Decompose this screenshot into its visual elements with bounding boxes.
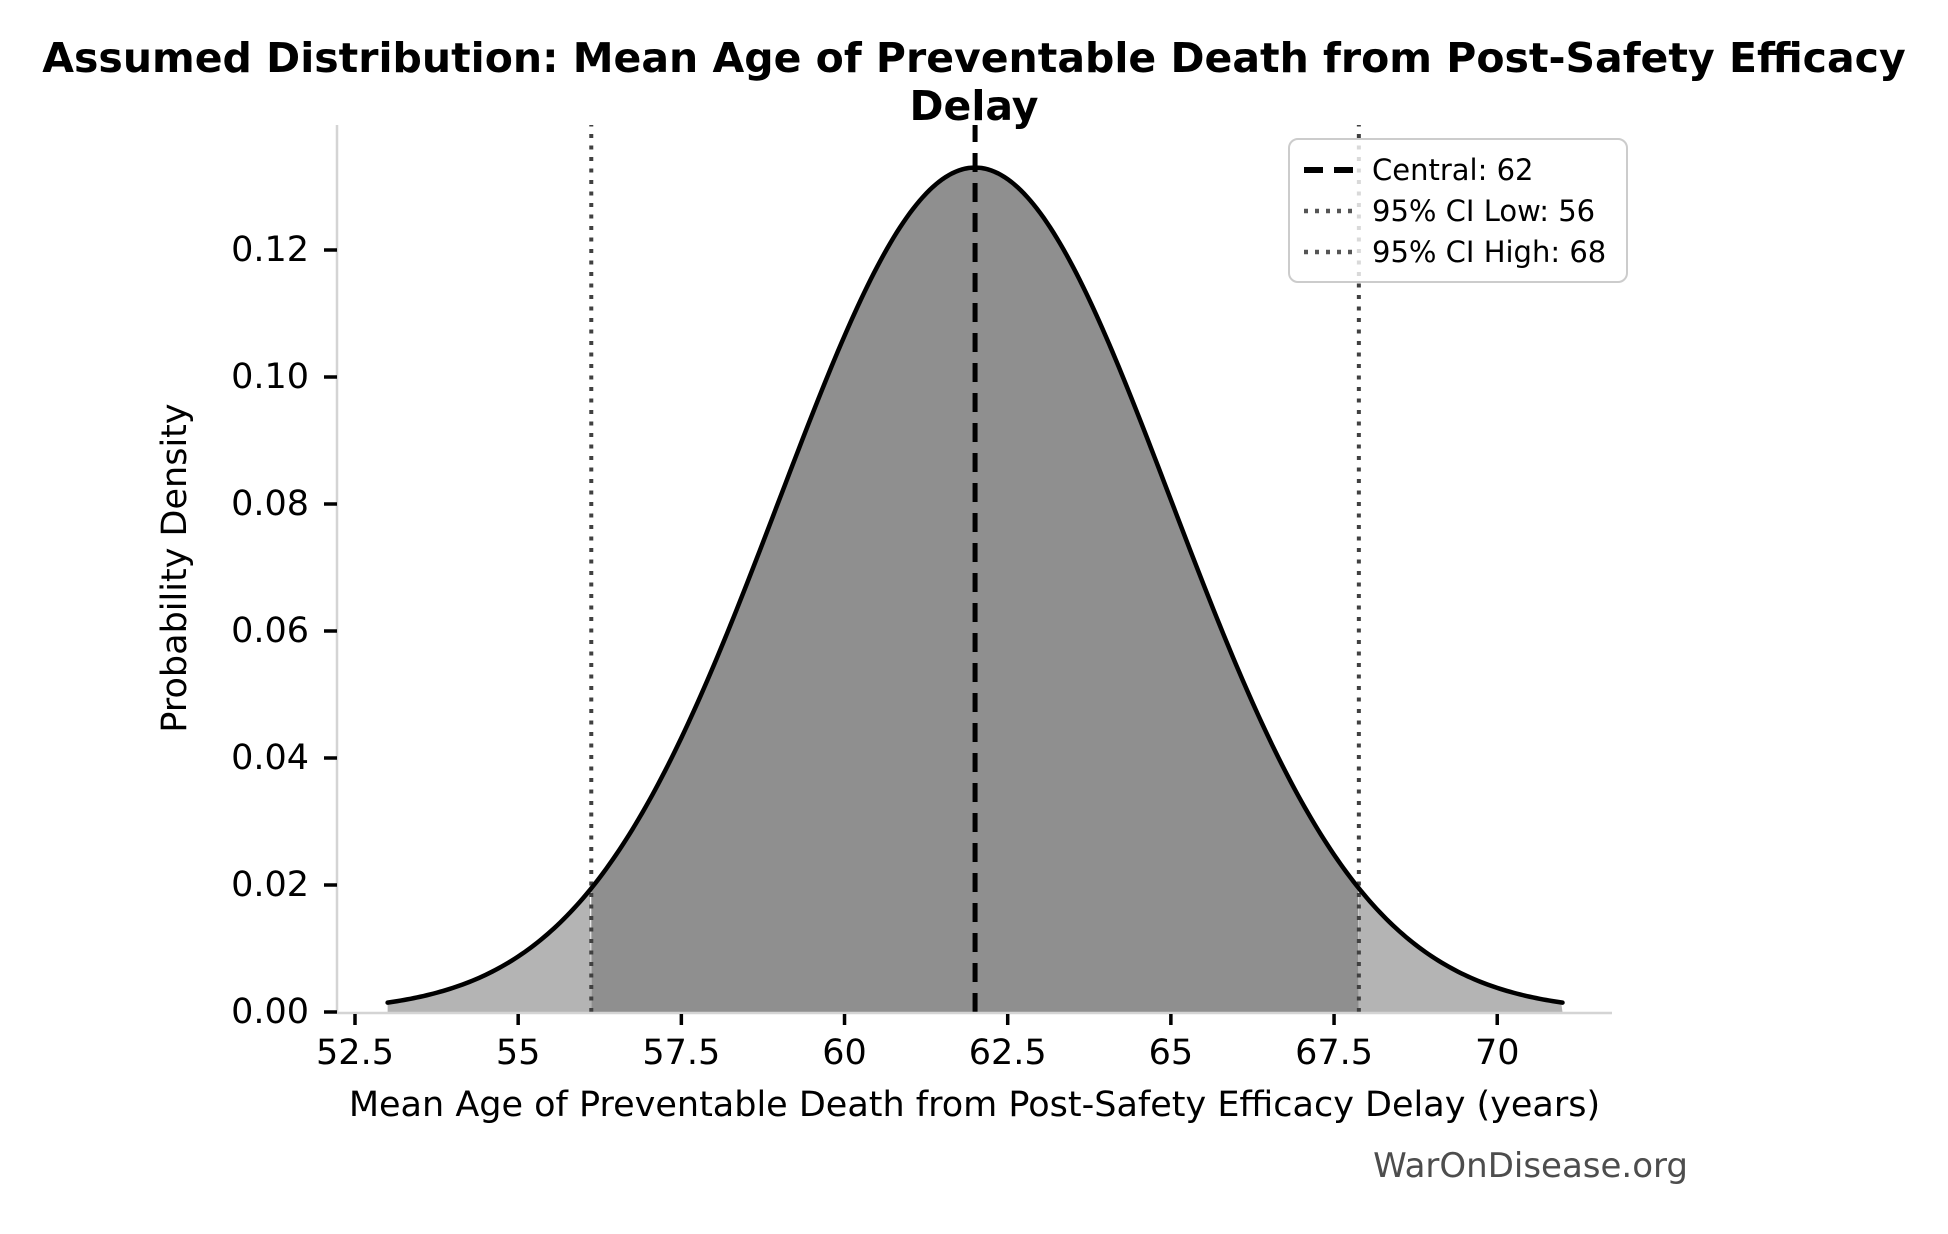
svg-text:0.08: 0.08	[231, 484, 309, 524]
svg-text:55: 55	[496, 1033, 541, 1073]
svg-text:67.5: 67.5	[1295, 1033, 1373, 1073]
dotted-line-icon	[1304, 207, 1356, 215]
svg-text:0.04: 0.04	[231, 738, 309, 778]
y-axis-label: Probability Density	[155, 403, 195, 733]
legend: Central: 62 95% CI Low: 56 95% CI High: …	[1288, 138, 1629, 283]
svg-text:70: 70	[1475, 1033, 1520, 1073]
legend-item-ci-high: 95% CI High: 68	[1304, 232, 1606, 271]
watermark: WarOnDisease.org	[1373, 1146, 1688, 1186]
svg-text:60: 60	[822, 1033, 867, 1073]
svg-text:0.06: 0.06	[231, 611, 309, 651]
svg-text:65: 65	[1149, 1033, 1194, 1073]
x-axis-label: Mean Age of Preventable Death from Post-…	[348, 1085, 1601, 1125]
legend-item-ci-low: 95% CI Low: 56	[1304, 191, 1606, 230]
legend-label-ci-high: 95% CI High: 68	[1372, 234, 1607, 269]
svg-text:0.00: 0.00	[231, 992, 309, 1032]
svg-text:0.10: 0.10	[231, 357, 309, 397]
legend-item-central: Central: 62	[1304, 150, 1606, 189]
legend-label-ci-low: 95% CI Low: 56	[1372, 193, 1596, 228]
svg-text:57.5: 57.5	[642, 1033, 720, 1073]
svg-text:0.02: 0.02	[231, 865, 309, 905]
legend-label-central: Central: 62	[1372, 152, 1534, 187]
dashed-line-icon	[1304, 166, 1356, 174]
svg-text:62.5: 62.5	[969, 1033, 1047, 1073]
dotted-line-icon	[1304, 248, 1356, 256]
svg-text:52.5: 52.5	[316, 1033, 394, 1073]
svg-text:0.12: 0.12	[231, 230, 309, 270]
chart-title: Assumed Distribution: Mean Age of Preven…	[42, 34, 1906, 130]
